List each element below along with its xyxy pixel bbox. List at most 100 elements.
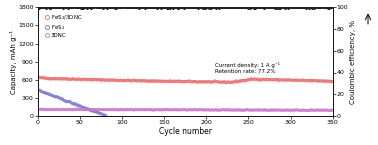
Point	[179, 6, 185, 9]
Point	[256, 6, 262, 9]
Point	[175, 80, 181, 82]
Point	[143, 6, 149, 8]
Point	[70, 6, 76, 8]
Point	[88, 110, 94, 112]
Point	[163, 108, 169, 111]
Point	[65, 108, 71, 110]
Point	[270, 6, 276, 8]
Point	[273, 78, 279, 80]
Point	[196, 6, 202, 8]
Point	[315, 109, 321, 111]
Point	[130, 79, 136, 82]
Point	[280, 79, 286, 81]
Point	[299, 109, 305, 111]
Point	[74, 105, 81, 107]
Point	[53, 77, 59, 79]
Point	[297, 6, 303, 8]
Point	[136, 79, 142, 82]
Point	[256, 78, 262, 80]
Point	[275, 78, 281, 80]
Point	[98, 108, 104, 111]
Point	[327, 80, 333, 83]
Point	[210, 81, 216, 83]
Point	[94, 6, 101, 9]
Point	[303, 7, 309, 9]
Point	[141, 79, 147, 81]
Point	[216, 6, 222, 9]
Point	[78, 78, 84, 80]
Point	[299, 6, 305, 8]
Point	[206, 6, 212, 9]
Point	[96, 6, 102, 9]
Point	[70, 102, 76, 104]
Point	[271, 6, 277, 8]
Point	[248, 6, 254, 8]
Point	[115, 109, 121, 111]
Point	[114, 109, 120, 111]
Point	[257, 109, 263, 111]
Point	[212, 81, 218, 83]
Point	[154, 6, 160, 9]
Point	[280, 109, 286, 112]
Point	[158, 7, 164, 9]
Point	[41, 76, 47, 79]
Point	[266, 78, 272, 81]
Point	[71, 108, 77, 110]
Point	[86, 6, 92, 8]
Point	[62, 108, 68, 111]
Point	[282, 79, 288, 81]
Point	[174, 80, 180, 82]
Point	[325, 6, 332, 8]
Point	[226, 6, 232, 8]
Point	[249, 109, 256, 111]
Point	[212, 109, 218, 111]
Point	[126, 6, 132, 9]
Point	[119, 6, 125, 8]
Point	[315, 80, 321, 82]
Point	[74, 6, 80, 8]
Point	[303, 79, 309, 82]
Point	[137, 108, 143, 111]
Point	[260, 78, 266, 80]
Point	[325, 109, 331, 111]
Point	[134, 108, 140, 111]
Point	[137, 79, 143, 82]
Point	[323, 6, 329, 8]
Point	[42, 6, 48, 8]
Point	[255, 109, 261, 111]
Point	[201, 109, 208, 111]
Point	[36, 76, 42, 79]
Point	[108, 6, 114, 8]
Point	[147, 80, 153, 82]
Point	[112, 79, 118, 81]
Point	[92, 108, 98, 111]
Point	[47, 6, 53, 9]
Point	[132, 79, 138, 82]
Point	[87, 108, 93, 111]
Point	[241, 80, 247, 82]
Point	[277, 78, 284, 81]
Point	[83, 78, 89, 81]
Point	[274, 109, 280, 111]
Point	[103, 115, 109, 117]
Point	[256, 79, 262, 81]
Point	[40, 108, 46, 110]
Point	[279, 6, 285, 8]
Point	[107, 79, 113, 81]
Point	[155, 6, 161, 8]
Point	[133, 79, 139, 82]
Point	[260, 7, 266, 9]
Point	[222, 81, 228, 84]
Point	[84, 108, 90, 110]
Y-axis label: Capacity, mAh g⁻¹: Capacity, mAh g⁻¹	[9, 30, 17, 94]
Point	[42, 91, 48, 94]
Point	[308, 80, 314, 82]
Point	[189, 81, 195, 83]
Point	[113, 79, 119, 81]
Point	[296, 79, 302, 81]
Point	[122, 109, 129, 111]
Point	[255, 6, 261, 8]
Point	[187, 80, 193, 83]
Point	[79, 78, 85, 80]
Point	[114, 79, 120, 81]
